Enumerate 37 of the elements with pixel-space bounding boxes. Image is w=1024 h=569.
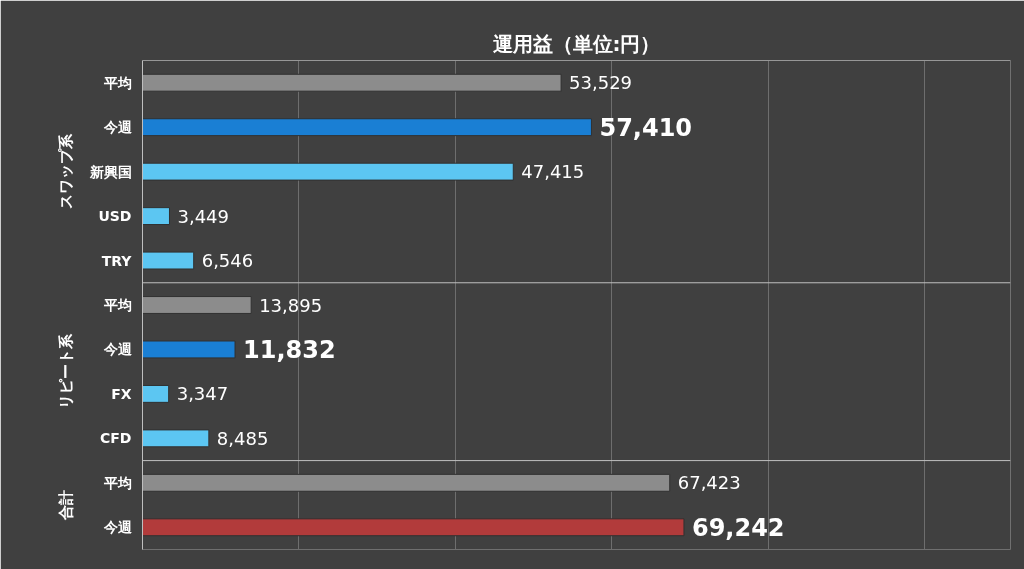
chart-title: 運用益（単位:円） — [491, 31, 661, 56]
y-tick-label: 平均 — [102, 474, 132, 491]
bar — [142, 473, 671, 492]
y-tick-label: 平均 — [102, 74, 132, 91]
y-tick-label: TRY — [101, 252, 133, 269]
data-label: 8,485 — [216, 427, 269, 449]
bar — [142, 73, 562, 92]
data-label: 3,449 — [177, 205, 229, 227]
data-label: 13,895 — [259, 294, 323, 316]
bar — [142, 251, 195, 270]
text: スワップ系 — [57, 133, 76, 210]
y-tick-label: 今週 — [102, 341, 133, 358]
data-label: 69,242 — [691, 514, 785, 543]
data-label: 11,832 — [243, 336, 336, 365]
bar — [142, 384, 170, 403]
text: 合計 — [57, 490, 76, 522]
y-tick-label: 平均 — [102, 297, 132, 313]
bar — [142, 340, 236, 359]
data-label: 57,410 — [599, 114, 693, 143]
text: リピート系 — [57, 333, 76, 410]
data-label: 53,529 — [569, 72, 633, 94]
bar — [142, 429, 210, 448]
bar — [142, 518, 685, 537]
data-label: 3,347 — [176, 383, 229, 405]
y-tick-label: USD — [98, 208, 132, 225]
bar — [142, 296, 252, 314]
y-tick-label: 今週 — [102, 119, 133, 136]
y-tick-label: FX — [111, 385, 132, 402]
data-label: 67,423 — [677, 472, 741, 494]
y-tick-label: CFD — [100, 430, 132, 447]
data-label: 6,546 — [201, 250, 254, 272]
y-tick-label: 今週 — [102, 519, 133, 536]
y-tick-label: 新興国 — [88, 163, 132, 180]
data-label: 47,415 — [521, 161, 585, 183]
bar — [142, 118, 592, 137]
bar — [142, 207, 170, 226]
bar — [142, 162, 514, 181]
